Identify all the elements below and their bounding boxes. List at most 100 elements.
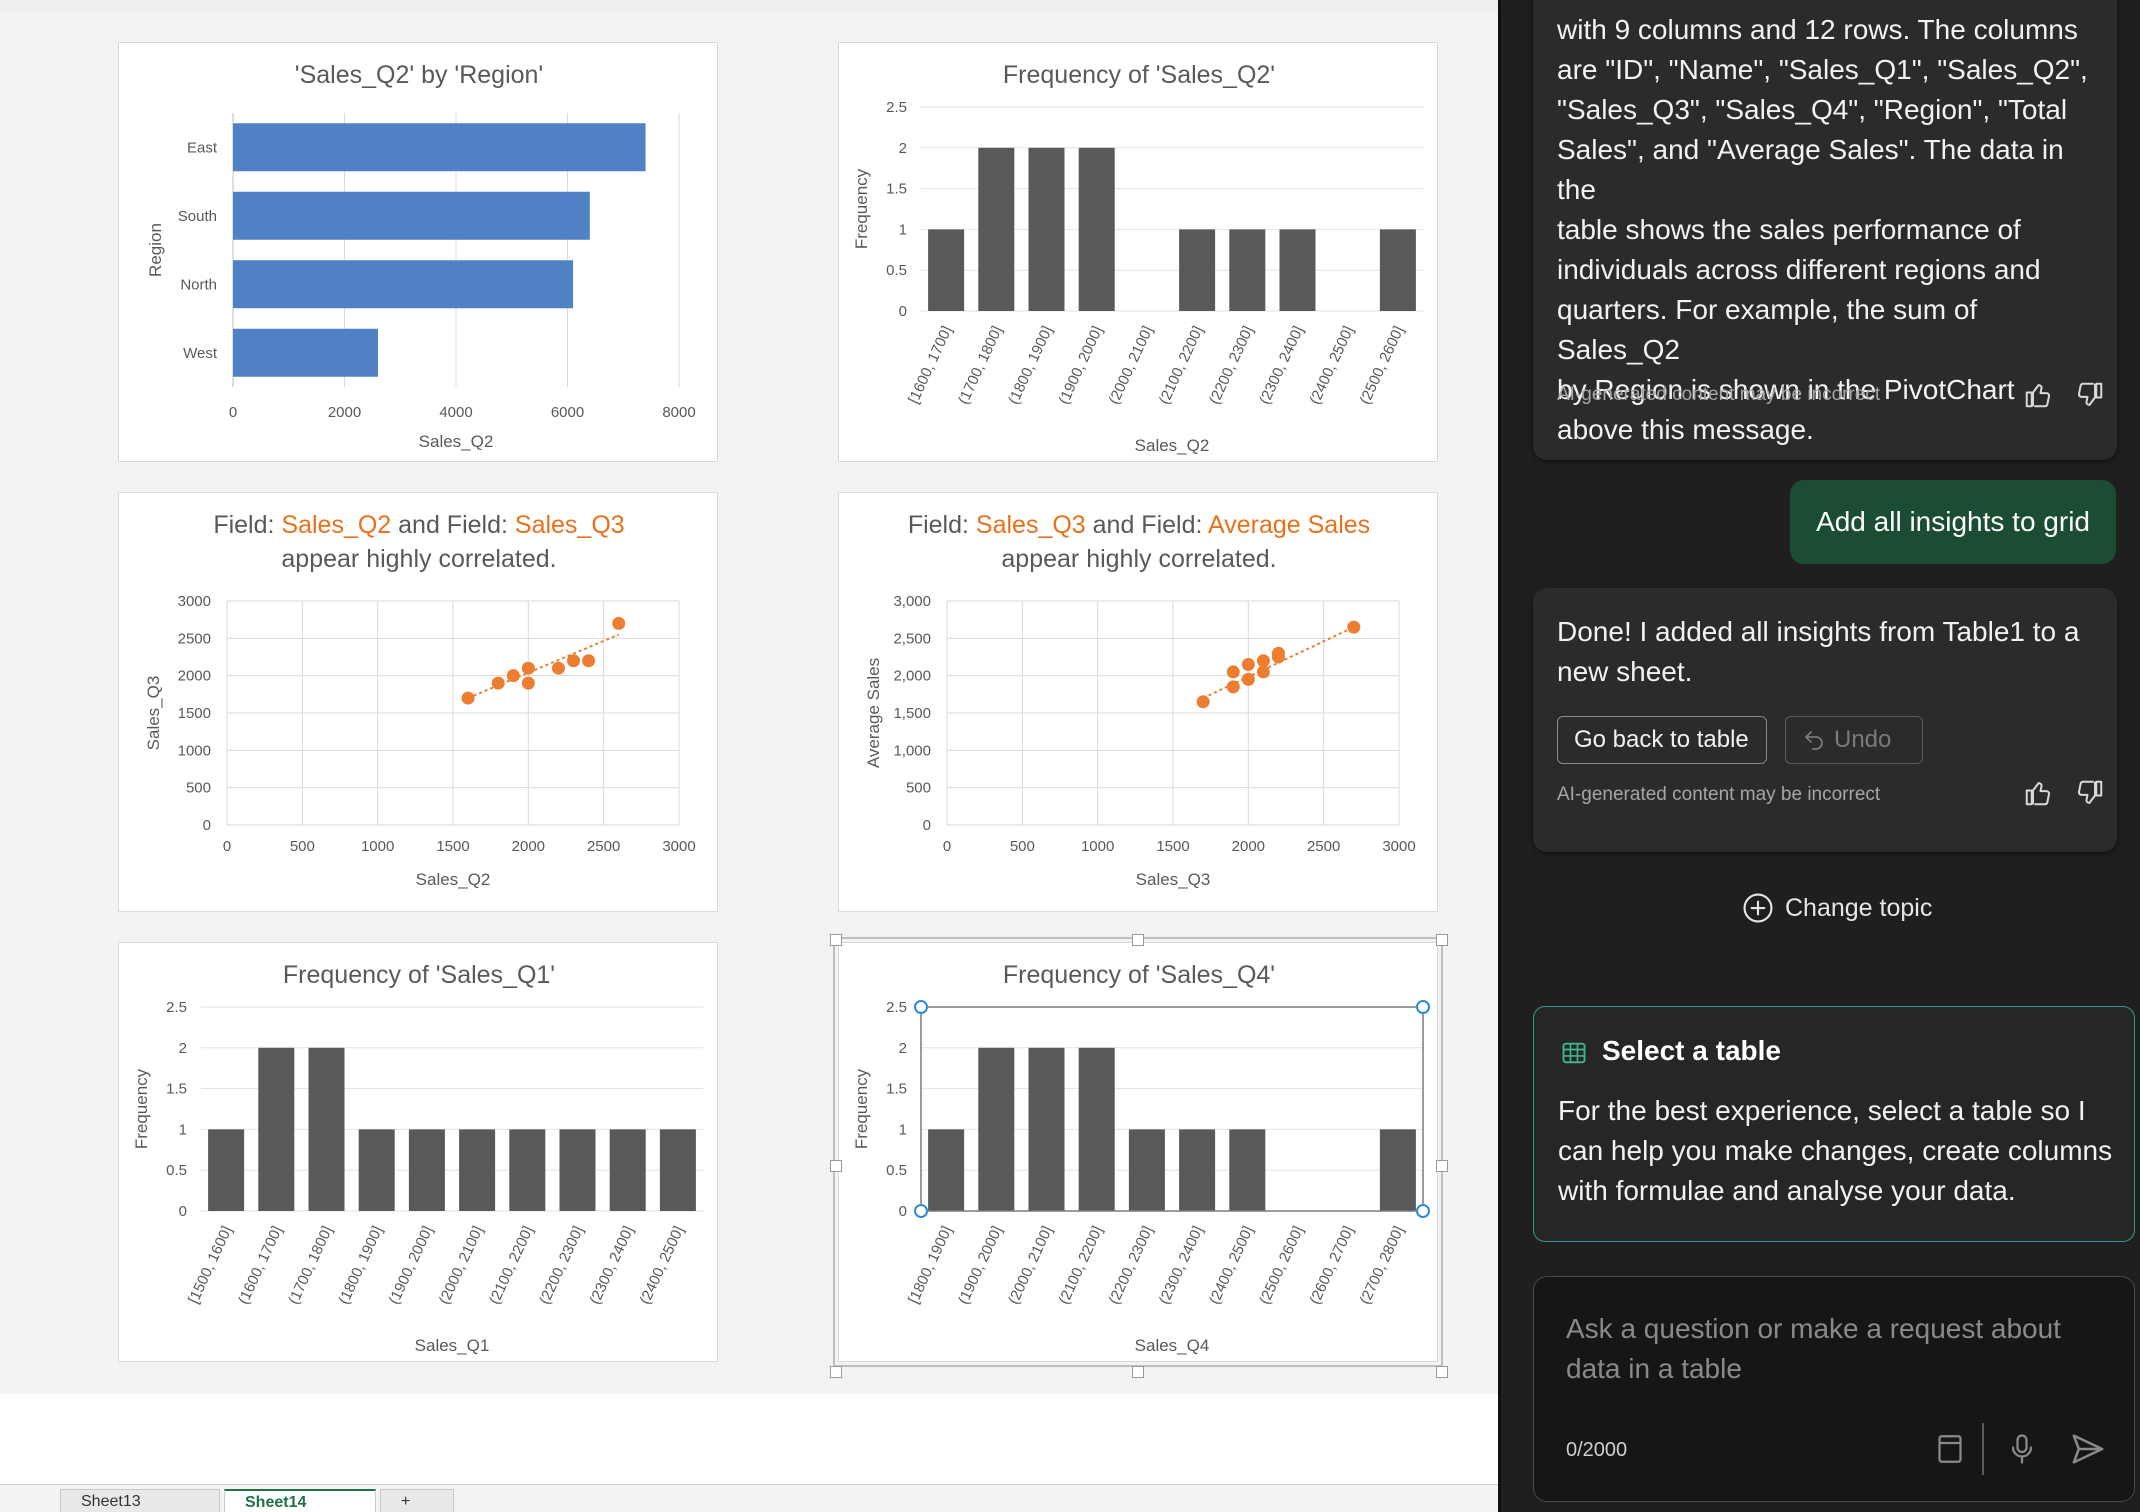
insights-grid-canvas[interactable]: 'Sales_Q2' by 'Region' 0 2000 4000 6000 8000 E… [0,14,1498,1394]
bar [258,1047,295,1211]
bar [509,1129,546,1211]
prompt-input[interactable]: Ask a question or make a request about d… [1533,1276,2135,1502]
chart-title: Frequency of 'Sales_Q4' [1003,961,1275,989]
chart-svg-hist-q1: Frequency of 'Sales_Q1' 0 0.5 1 1.5 2 2.5 [1500… [132,961,703,1355]
thumbs-down-icon[interactable] [2075,778,2105,808]
placeholder-line: Ask a question or make a request about [1566,1313,2061,1344]
x-tick-label: 2000 [512,838,545,855]
undo-label: Undo [1834,726,1892,753]
chart-correlation-q2-q3[interactable]: Field: Sales_Q2 and Field: Sales_Q3 appea… [118,492,718,912]
x-tick-label: 2500 [1307,838,1340,855]
bar [308,1047,345,1211]
bar [358,1129,395,1211]
change-topic-button[interactable]: Change topic [1741,888,1932,928]
x-axis-label: Sales_Q2 [419,432,494,451]
x-tick-label: 2000 [328,404,361,421]
y-tick-label: 500 [906,780,931,797]
thumbs-up-icon[interactable] [2023,380,2053,410]
select-table-card: Select a table For the best experience, … [1533,1006,2135,1242]
thumbs-up-icon[interactable] [2023,778,2053,808]
summary-line: table shows the sales performance of [1557,214,2021,245]
prompt-placeholder: Ask a question or make a request about d… [1566,1309,2061,1389]
x-axis-label: Sales_Q3 [1136,870,1211,889]
reply-line: new sheet. [1557,656,1693,687]
bar [559,1129,596,1211]
y-tick-label: 1000 [178,742,211,759]
y-tick-label: 0 [923,817,931,834]
add-sheet-button[interactable]: + [380,1489,454,1512]
y-tick-label: 1 [899,221,907,238]
summary-line: with 9 columns and 12 rows. The columns [1557,14,2078,45]
resize-handle-top-left[interactable] [830,934,842,946]
y-tick-label: 2 [899,140,907,157]
microphone-icon[interactable] [2004,1431,2040,1467]
select-table-line: with formulae and analyse your data. [1558,1175,2016,1206]
sheet-tab-bar: Sheet13 Sheet14 + [0,1484,1498,1512]
chart-frequency-sales-q1[interactable]: Frequency of 'Sales_Q1' 0 0.5 1 1.5 2 2.5 [1500… [118,942,718,1362]
bar [978,147,1015,311]
resize-handle-bottom-right[interactable] [1436,1366,1448,1378]
title-text: Field: [908,511,976,539]
resize-handle-top[interactable] [1132,934,1144,946]
data-point [1196,695,1210,709]
chart-title-line2: appear highly correlated. [281,545,556,573]
x-category-label: (2300, 2400] [1156,1224,1207,1308]
undo-icon [1805,731,1823,750]
y-tick-label: 0.5 [886,262,907,279]
data-point [582,654,596,668]
reply-line: Done! I added all insights from Table1 t… [1557,616,2080,647]
go-back-to-table-button[interactable]: Go back to table [1557,716,1767,764]
resize-handle-top-right[interactable] [1436,934,1448,946]
x-category-label: (2400, 2500] [1206,1224,1257,1308]
x-axis-label: Sales_Q4 [1135,1336,1210,1355]
thumbs-down-icon[interactable] [2075,380,2105,410]
y-category-label: South [178,208,217,225]
title-field-name: Sales_Q3 [515,511,625,539]
bar [233,123,646,172]
bar [1028,1047,1065,1211]
send-icon[interactable] [2068,1429,2108,1469]
undo-button[interactable]: Undo [1785,716,1923,764]
sheet-tab-13[interactable]: Sheet13 [60,1489,220,1512]
bar [1279,229,1316,311]
x-tick-label: 0 [223,838,231,855]
user-message-bubble: Add all insights to grid [1790,480,2116,564]
x-category-label: (1800, 1900] [1005,324,1056,408]
y-tick-label: 2 [179,1040,187,1057]
book-icon[interactable] [1932,1431,1968,1467]
sheet-empty-area[interactable] [0,1394,1498,1484]
data-point [1226,665,1240,679]
resize-handle-bottom-left[interactable] [830,1366,842,1378]
summary-text: with 9 columns and 12 rows. The columns … [1557,10,2107,450]
data-point [1256,654,1270,668]
character-counter: 0/2000 [1566,1439,1628,1461]
bar [233,328,378,377]
chart-frequency-sales-q4[interactable]: Frequency of 'Sales_Q4' 0 0.5 1 1.5 2 2.5 [1800… [833,937,1443,1367]
sheet-tab-14[interactable]: Sheet14 [224,1489,376,1512]
resize-handle-right[interactable] [1436,1160,1448,1172]
input-divider [1982,1423,1984,1475]
chart-svg-scatter-q2-q3: Field: Sales_Q2 and Field: Sales_Q3appea… [144,511,696,889]
resize-handle-bottom[interactable] [1132,1366,1144,1378]
bar [233,260,574,309]
chart-svg-bar-q2-region: 'Sales_Q2' by 'Region' 0 2000 4000 6000 8000 E… [146,61,696,451]
x-category-label: (1800, 1900] [335,1224,386,1308]
y-tick-label: 500 [186,780,211,797]
title-text: and Field: [1086,511,1208,539]
y-tick-label: 1.5 [886,181,907,198]
x-category-label: (1900, 2000] [955,1224,1006,1308]
y-tick-label: 2,000 [893,668,931,685]
y-tick-label: 3,000 [893,593,931,610]
x-category-label: (2300, 2400] [586,1224,637,1308]
worksheet-area[interactable]: 'Sales_Q2' by 'Region' 0 2000 4000 6000 8000 E… [0,0,1498,1512]
x-axis-label: Sales_Q2 [416,870,491,889]
resize-handle-left[interactable] [830,1160,842,1172]
chart-sales-q2-by-region[interactable]: 'Sales_Q2' by 'Region' 0 2000 4000 6000 8000 E… [118,42,718,462]
chart-frequency-sales-q2[interactable]: Frequency of 'Sales_Q2' 0 0.5 1 1.5 2 2.5 [1600… [838,42,1438,462]
plot-area-handle [1416,1204,1430,1218]
copilot-pane: with 9 columns and 12 rows. The columns … [1498,0,2140,1512]
y-tick-label: 1500 [178,705,211,722]
x-tick-label: 8000 [662,404,695,421]
summary-line: above this message. [1557,414,1814,445]
chart-correlation-q3-average[interactable]: Field: Sales_Q3 and Field: Average Sales… [838,492,1438,912]
